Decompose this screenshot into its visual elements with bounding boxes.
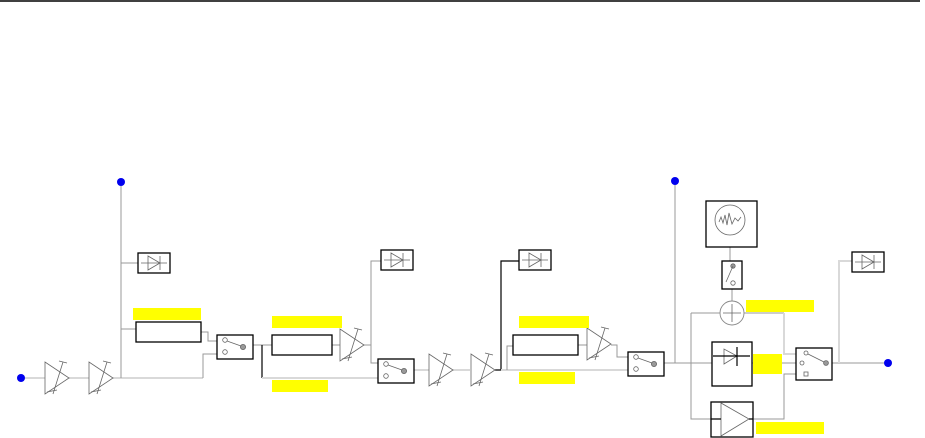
filter-block[interactable] [512,334,579,356]
variable-amplifier-icon[interactable] [88,360,114,395]
detector-diode-icon[interactable] [380,249,414,271]
amplifier-icon[interactable] [710,401,754,438]
label-highlight [746,300,814,312]
input-port-dot-icon[interactable] [17,374,25,382]
switch-icon[interactable] [795,347,833,381]
label-highlight [756,422,824,434]
detector-diode-icon[interactable] [137,252,171,274]
label-highlight [133,308,201,320]
label-highlight [753,354,782,374]
label-highlight [519,372,575,384]
variable-amplifier-icon[interactable] [470,352,496,387]
output-port-dot-icon[interactable] [884,359,892,367]
summer-icon[interactable] [719,300,745,326]
label-highlight [272,316,342,328]
label-highlight [272,380,328,392]
coupled-port-dot-icon[interactable] [117,178,125,186]
switch-icon[interactable] [216,334,254,360]
switch-icon[interactable] [721,260,743,290]
variable-amplifier-icon[interactable] [428,352,454,387]
variable-amplifier-icon[interactable] [339,327,365,362]
switch-icon[interactable] [627,351,665,377]
coupled-port-2-dot-icon[interactable] [671,177,679,185]
label-highlight [519,316,589,328]
filter-block[interactable] [271,334,333,356]
detector-diode-icon[interactable] [851,251,885,273]
detector-diode-icon[interactable] [711,341,753,387]
variable-amplifier-icon[interactable] [44,360,70,395]
spectrum-analyzer-icon[interactable] [705,200,758,248]
detector-diode-icon[interactable] [518,249,552,271]
variable-amplifier-icon[interactable] [586,326,612,361]
filter-block[interactable] [135,321,202,343]
switch-icon[interactable] [377,358,415,384]
